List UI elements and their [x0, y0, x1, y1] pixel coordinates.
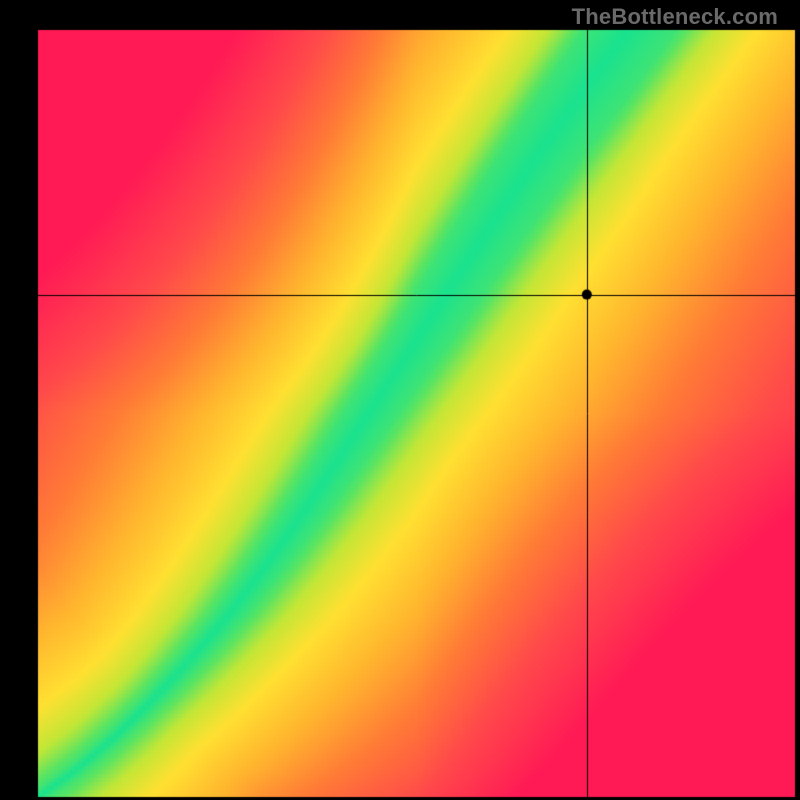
bottleneck-heatmap: [0, 0, 800, 800]
chart-container: TheBottleneck.com: [0, 0, 800, 800]
site-watermark: TheBottleneck.com: [572, 4, 778, 30]
